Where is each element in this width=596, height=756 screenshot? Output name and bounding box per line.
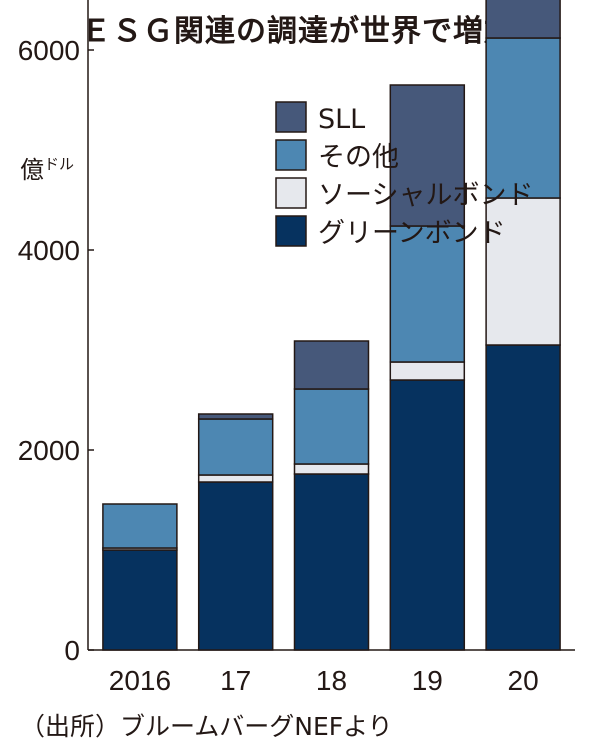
bar-segment-1-1 [102,549,178,651]
bar-segment-4-4 [389,84,466,227]
bars [102,0,561,651]
bar-segment-4-2 [389,361,466,381]
legend-label-4: グリーンボンド [318,218,506,249]
bar-segment-2-2 [197,474,274,483]
bar-segment-3-4 [293,340,370,390]
bar-segment-4-3 [389,225,466,363]
legend-label-1: SLL [318,104,365,135]
x-tick-label: 19 [412,665,443,696]
bar-segment-5-1 [485,344,561,651]
y-unit-label: 億ドル [20,155,74,184]
bar-segment-5-3 [485,37,561,199]
legend-swatch-2 [275,139,307,171]
bar-segment-5-2 [485,197,561,346]
y-tick-label: 6000 [18,35,80,66]
legend-swatch-3 [275,177,307,209]
legend-swatch-1 [275,101,307,133]
y-tick-label: 0 [64,635,80,666]
axes: 02000400060008000201617181920 [18,0,575,696]
bar-segment-2-4 [197,413,274,420]
bar-segment-2-3 [197,418,274,476]
bar-segment-2-1 [197,481,274,651]
x-tick-label: 20 [508,665,539,696]
bar-segment-3-2 [293,463,370,475]
legend-label-3: ソーシャルボンド [318,180,533,211]
bar-segment-3-3 [293,388,370,465]
bar-segment-5-4 [485,0,561,39]
chart-source: （出所）ブルームバーグNEFより [20,712,393,741]
chart-title: ＥＳＧ関連の調達が世界で増加 [81,14,515,49]
y-tick-label: 4000 [18,235,80,266]
bar-segment-4-1 [389,379,466,651]
x-tick-label: 17 [220,665,251,696]
legend-swatch-4 [275,215,307,247]
bar-segment-1-3 [102,503,178,549]
bar-segment-3-1 [293,473,370,651]
legend-label-2: その他 [318,142,399,173]
x-tick-label: 18 [316,665,347,696]
x-tick-label: 2016 [109,665,171,696]
y-tick-label: 2000 [18,435,80,466]
